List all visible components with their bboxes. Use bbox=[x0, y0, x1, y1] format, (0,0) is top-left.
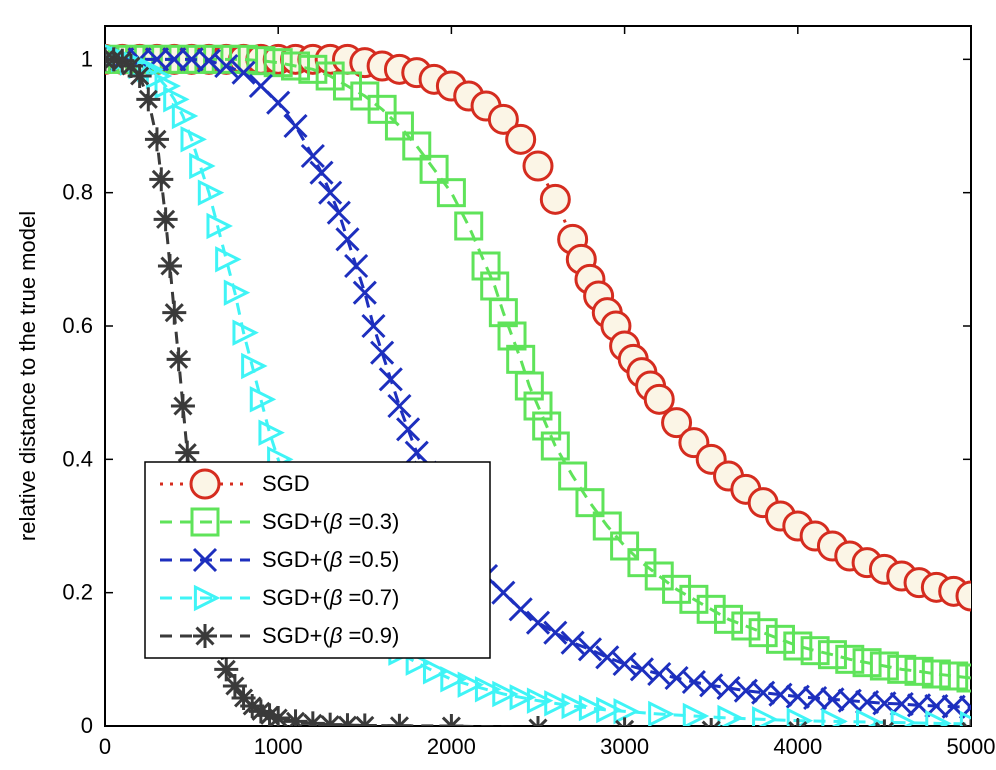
xtick-label: 1000 bbox=[254, 734, 303, 759]
ytick-label: 0.2 bbox=[62, 580, 93, 605]
xtick-label: 5000 bbox=[947, 734, 996, 759]
chart-svg: 0 1000 2000 3000 4000 5000 0 0.2 0.4 0.6 0.8 1 relat… bbox=[0, 0, 996, 770]
legend: SGD SGD+(β =0.3) SGD+(β =0.5) SGD+(β =0.7) S… bbox=[145, 462, 490, 658]
ytick-label: 0.4 bbox=[62, 446, 93, 471]
legend-label-sgd03: SGD+(β =0.3) bbox=[262, 509, 399, 534]
legend-label-sgd: SGD bbox=[262, 471, 310, 496]
y-axis-label: relative distance to the true model bbox=[15, 211, 40, 541]
legend-label-sgd05: SGD+(β =0.5) bbox=[262, 547, 399, 572]
legend-label-sgd07: SGD+(β =0.7) bbox=[262, 585, 399, 610]
chart-container: 0 1000 2000 3000 4000 5000 0 0.2 0.4 0.6 0.8 1 relat… bbox=[0, 0, 996, 770]
legend-label-sgd09: SGD+(β =0.9) bbox=[262, 623, 399, 648]
xtick-label: 3000 bbox=[600, 734, 649, 759]
ytick-label: 0.8 bbox=[62, 180, 93, 205]
xtick-label: 2000 bbox=[427, 734, 476, 759]
xtick-label: 0 bbox=[99, 734, 111, 759]
ytick-label: 0 bbox=[81, 713, 93, 738]
ytick-label: 1 bbox=[81, 46, 93, 71]
xtick-label: 4000 bbox=[773, 734, 822, 759]
ytick-label: 0.6 bbox=[62, 313, 93, 338]
